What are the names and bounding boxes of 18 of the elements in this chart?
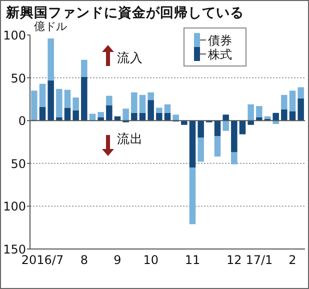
x-tick-label: 11 (184, 253, 200, 267)
chart-title: 新興国ファンドに資金が回帰している (5, 4, 244, 21)
y-axis-title: 億ドル (34, 20, 67, 33)
y-tick-label: 50 (10, 71, 26, 86)
annotation: 流入 (117, 50, 143, 65)
legend-label: 株式 (207, 48, 232, 62)
y-tick-label: 100 (3, 28, 26, 42)
x-tick-label: 17/1 (246, 253, 273, 267)
x-tick-label: 9 (114, 253, 122, 267)
annotation: 流出 (117, 131, 143, 146)
x-tick-label: 10 (143, 253, 158, 267)
y-tick-label: 100 (3, 200, 26, 214)
legend-label: 債券 (208, 34, 232, 48)
y-tick-label: 50 (10, 156, 26, 171)
x-tick-label: 12 (226, 253, 242, 267)
x-tick-label: 2 (288, 253, 296, 267)
y-tick-label: 0 (18, 114, 26, 128)
x-tick-label: 8 (80, 253, 88, 267)
